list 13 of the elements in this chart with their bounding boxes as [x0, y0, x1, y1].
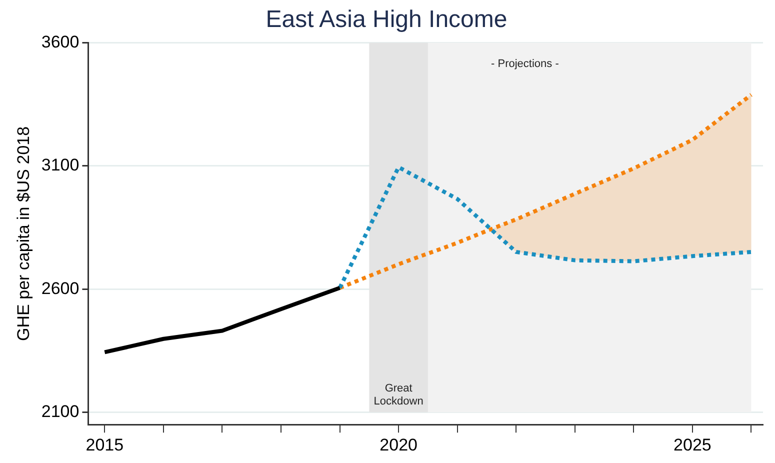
x-tick-label: 2025	[674, 435, 712, 454]
line-series	[338, 165, 754, 290]
y-tick-label: 2600	[41, 278, 80, 298]
y-axis-title: GHE per capita in $US 2018	[14, 126, 33, 341]
y-tick-label: 2100	[41, 402, 80, 421]
x-tick-label: 2020	[380, 435, 418, 454]
x-tick-label: 2015	[86, 435, 124, 454]
y-tick-label: 3600	[41, 32, 80, 52]
y-tick-label: 3100	[41, 156, 80, 175]
band-label: Great Lockdown	[374, 382, 424, 408]
chart-title: East Asia High Income	[266, 6, 508, 34]
band-label: - Projections -	[491, 58, 560, 70]
line-series	[338, 92, 754, 290]
